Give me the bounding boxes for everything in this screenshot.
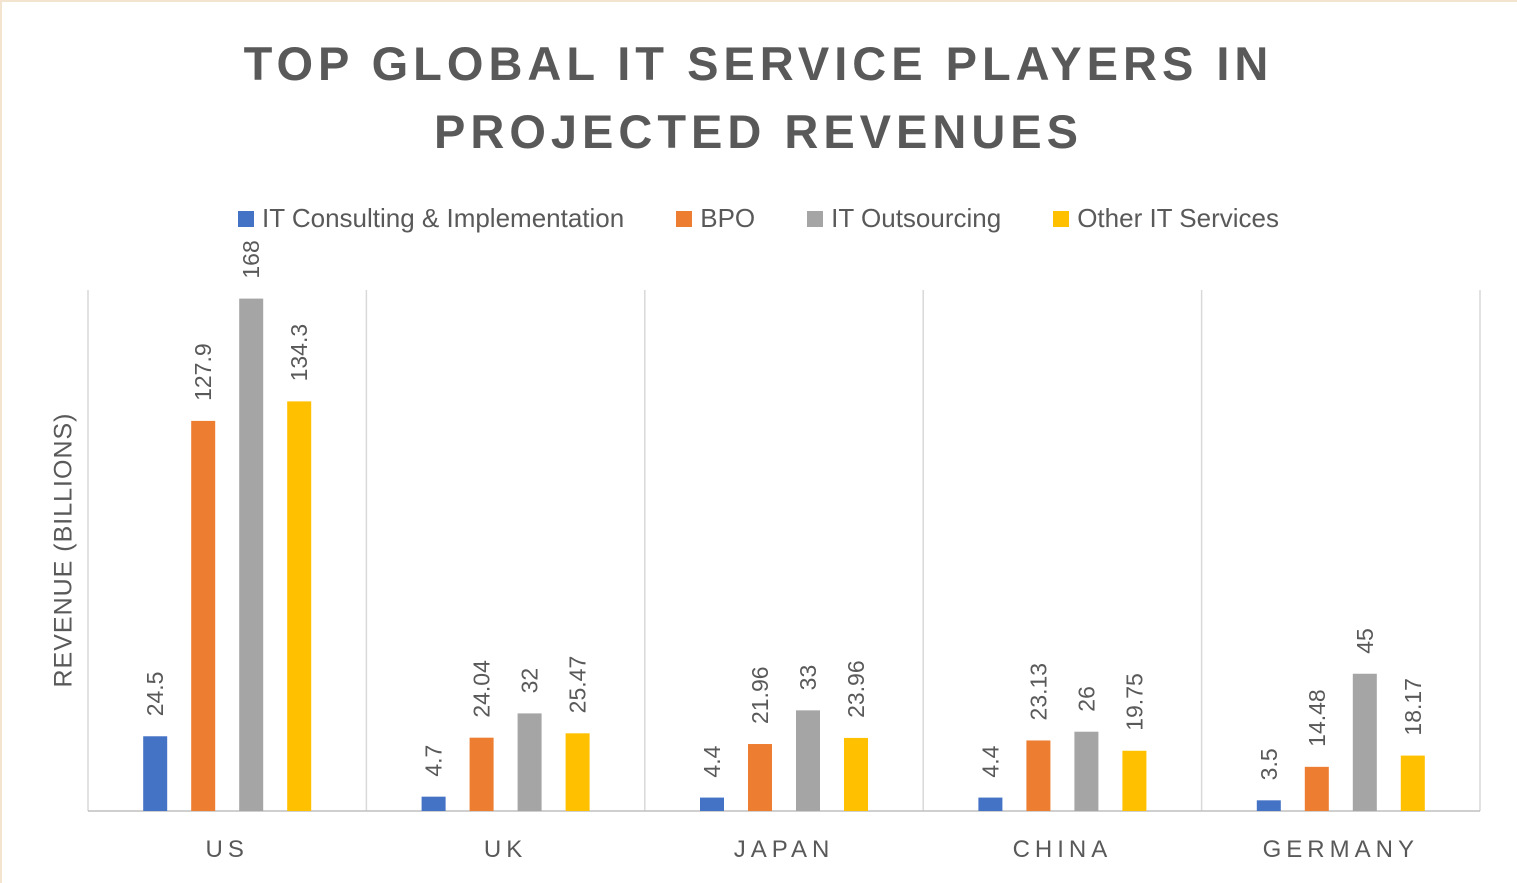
legend-item-it-consulting: IT Consulting & Implementation: [237, 203, 625, 234]
data-label-japan-it-consulting-implementation: 4.4: [699, 745, 725, 777]
legend-item-bpo: BPO: [676, 203, 755, 234]
bar-uk-it-outsourcing: [517, 713, 542, 811]
data-label-uk-other-it-services: 25.47: [565, 656, 591, 714]
bar-uk-bpo: [469, 737, 494, 811]
bar-us-other-it-services: [287, 401, 312, 811]
bar-germany-it-outsourcing: [1352, 673, 1377, 811]
legend-label-bpo: BPO: [700, 203, 756, 233]
x-tick-label-china: CHINA: [1013, 836, 1113, 863]
bar-china-bpo: [1026, 740, 1051, 811]
bar-japan-it-consulting-implementation: [700, 797, 724, 811]
data-label-us-other-it-services: 134.3: [286, 324, 312, 382]
legend-label-it-outsourcing: IT Outsourcing: [831, 203, 1002, 233]
data-label-china-bpo: 23.13: [1025, 663, 1051, 721]
bar-uk-it-consulting-implementation: [421, 796, 446, 811]
bar-japan-it-outsourcing: [796, 710, 820, 811]
data-label-germany-it-outsourcing: 45: [1352, 628, 1378, 654]
legend-label-other-it-services: Other IT Services: [1077, 203, 1280, 233]
data-label-china-other-it-services: 19.75: [1121, 673, 1147, 731]
legend-swatch-bpo: [676, 210, 693, 227]
legend-label-it-consulting: IT Consulting & Implementation: [261, 203, 625, 233]
data-label-germany-other-it-services: 18.17: [1400, 678, 1426, 736]
bar-japan-bpo: [748, 744, 772, 811]
title-line-2: PROJECTED REVENUES: [434, 105, 1083, 158]
bar-germany-other-it-services: [1400, 755, 1425, 811]
legend-item-other-it-services: Other IT Services: [1053, 203, 1279, 234]
data-label-uk-it-consulting-implementation: 4.7: [421, 745, 447, 777]
bar-us-bpo: [191, 420, 216, 811]
bar-japan-other-it-services: [844, 737, 868, 811]
legend-item-it-outsourcing: IT Outsourcing: [807, 203, 1001, 234]
bar-us-it-consulting-implementation: [143, 736, 168, 811]
data-label-us-it-consulting-implementation: 24.5: [142, 672, 168, 717]
bar-germany-it-consulting-implementation: [1256, 800, 1281, 811]
bar-germany-bpo: [1304, 766, 1329, 811]
data-label-japan-it-outsourcing: 33: [795, 665, 821, 691]
data-label-uk-bpo: 24.04: [469, 660, 495, 718]
legend-swatch-it-consulting: [237, 210, 254, 227]
data-label-china-it-consulting-implementation: 4.4: [977, 745, 1003, 777]
data-label-germany-bpo: 14.48: [1304, 689, 1330, 747]
bar-china-it-outsourcing: [1074, 731, 1099, 811]
data-label-us-it-outsourcing: 168: [238, 240, 264, 278]
bar-us-it-outsourcing: [239, 298, 264, 812]
x-tick-label-germany: GERMANY: [1263, 836, 1419, 863]
bar-china-other-it-services: [1122, 750, 1147, 811]
legend-swatch-it-outsourcing: [807, 210, 824, 227]
title-line-1: TOP GLOBAL IT SERVICE PLAYERS IN: [243, 37, 1274, 90]
data-label-japan-bpo: 21.96: [747, 666, 773, 724]
data-label-china-it-outsourcing: 26: [1073, 686, 1099, 712]
data-label-uk-it-outsourcing: 32: [517, 668, 543, 694]
data-label-japan-other-it-services: 23.96: [843, 660, 869, 718]
x-tick-label-japan: JAPAN: [734, 836, 835, 863]
data-label-us-bpo: 127.9: [190, 343, 216, 401]
bar-uk-other-it-services: [565, 733, 590, 811]
legend: IT Consulting & Implementation BPO IT Ou…: [0, 203, 1517, 234]
data-label-germany-it-consulting-implementation: 3.5: [1256, 748, 1282, 780]
x-tick-label-uk: UK: [484, 836, 527, 863]
x-tick-label-us: US: [206, 836, 249, 863]
legend-swatch-other-it-services: [1053, 210, 1070, 227]
chart-title: TOP GLOBAL IT SERVICE PLAYERS IN PROJECT…: [0, 30, 1517, 166]
bar-china-it-consulting-implementation: [978, 797, 1003, 811]
